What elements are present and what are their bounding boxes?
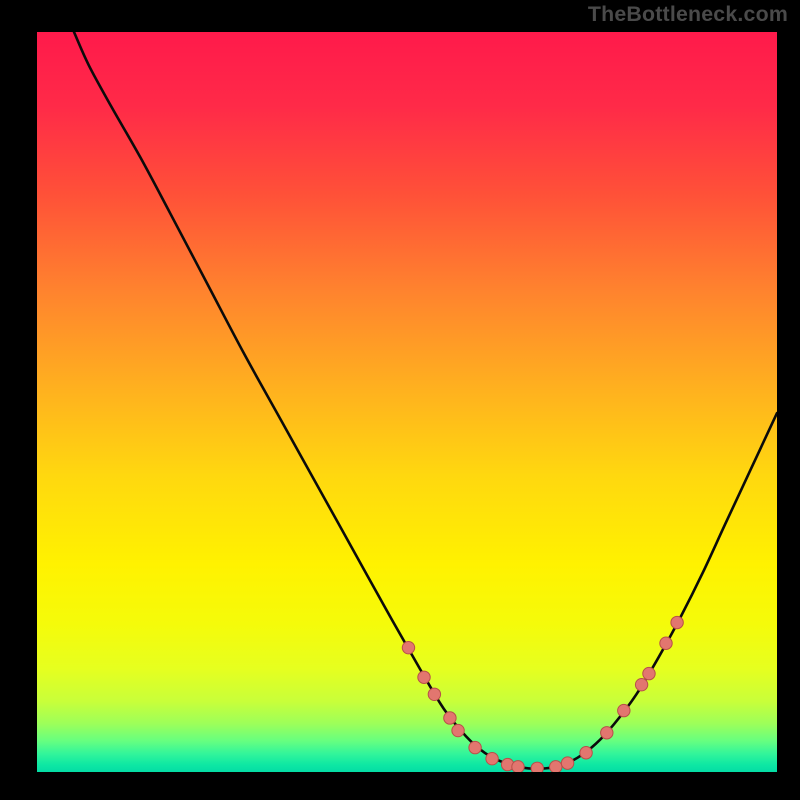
curve-marker xyxy=(444,712,456,724)
curve-marker xyxy=(452,724,464,736)
chart-svg xyxy=(37,32,777,772)
curve-marker xyxy=(531,762,543,772)
bottleneck-curve xyxy=(74,32,777,769)
curve-marker xyxy=(561,757,573,769)
curve-marker xyxy=(550,761,562,772)
curve-marker xyxy=(469,741,481,753)
curve-marker xyxy=(512,761,524,772)
curve-marker xyxy=(580,747,592,759)
curve-marker xyxy=(601,727,613,739)
watermark-label: TheBottleneck.com xyxy=(588,2,788,27)
curve-marker xyxy=(402,641,414,653)
curve-marker xyxy=(486,752,498,764)
curve-marker xyxy=(428,688,440,700)
curve-marker xyxy=(643,667,655,679)
curve-marker xyxy=(635,678,647,690)
chart-container: TheBottleneck.com xyxy=(0,0,800,800)
curve-marker xyxy=(618,704,630,716)
curve-marker xyxy=(671,616,683,628)
curve-marker xyxy=(418,671,430,683)
plot-area xyxy=(37,32,777,772)
curve-marker-group xyxy=(402,616,683,772)
curve-marker xyxy=(660,637,672,649)
